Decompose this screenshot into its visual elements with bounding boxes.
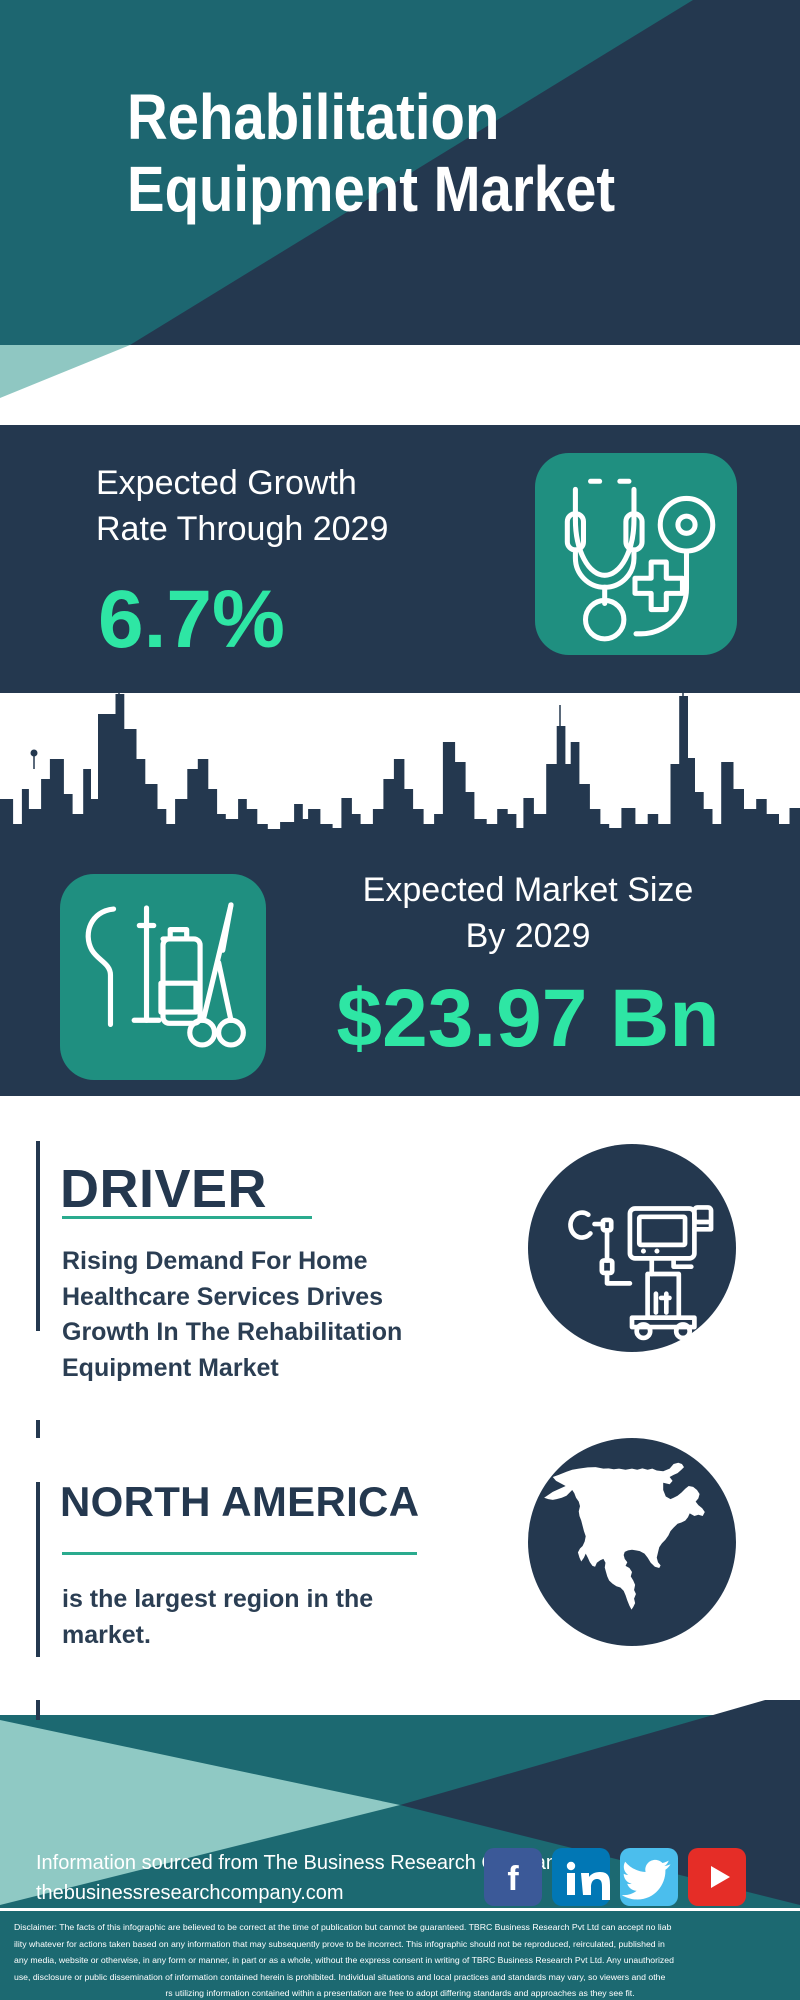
svg-text:f: f: [507, 1860, 519, 1898]
